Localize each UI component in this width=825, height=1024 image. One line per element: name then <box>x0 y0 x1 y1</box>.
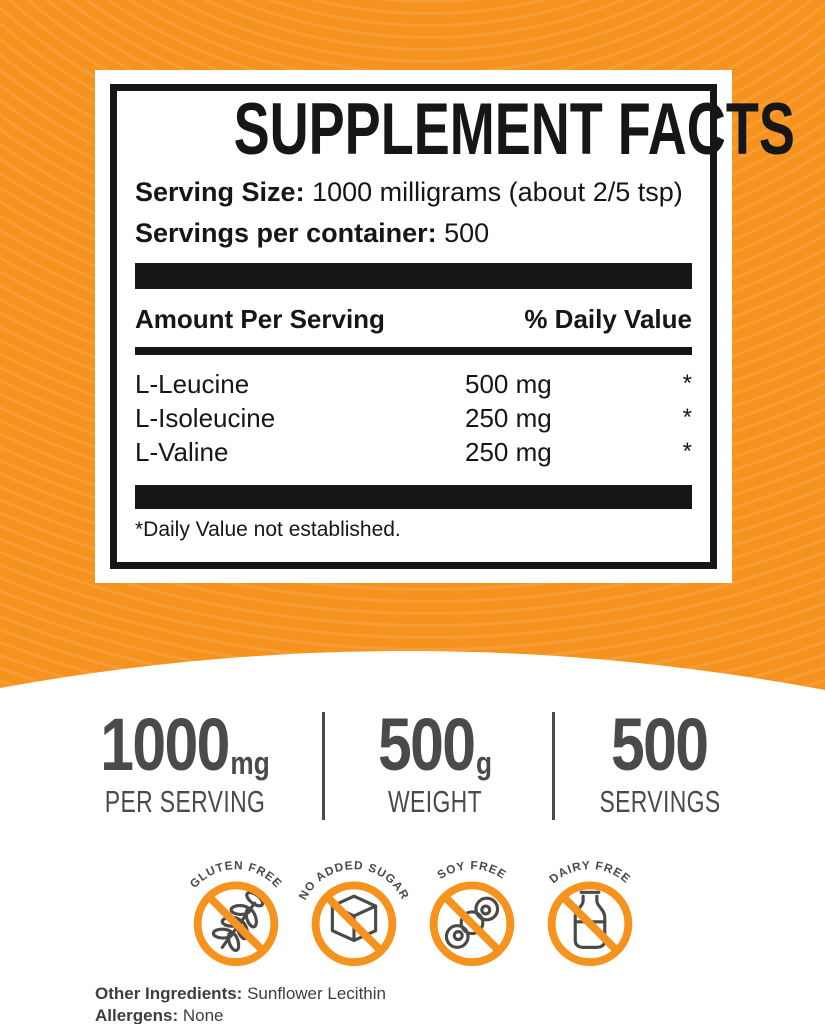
stat-per-serving: 1000 mg PER SERVING <box>25 706 345 818</box>
stat-weight: 500 g WEIGHT <box>275 706 595 818</box>
stat-servings: 500 SERVINGS <box>500 706 820 818</box>
other-ingredients-line: Other Ingredients: Sunflower Lecithin <box>95 983 386 1005</box>
nutrient-amount: 250 mg <box>465 403 552 433</box>
stat-value: 1000 <box>100 703 230 786</box>
badge-no-added-sugar: NO ADDED SUGAR <box>295 850 413 970</box>
allergens-label: Allergens: <box>95 1006 179 1024</box>
table-row: L-Isoleucine 250 mg * <box>135 401 692 435</box>
table-row: L-Leucine 500 mg * <box>135 367 692 401</box>
separator-bar-thin <box>135 347 692 355</box>
wheat-icon: GLUTEN FREE <box>186 858 284 967</box>
nutrient-rows: L-Leucine 500 mg * L-Isoleucine 250 mg *… <box>135 367 692 469</box>
stat-divider <box>322 712 325 820</box>
stat-label: WEIGHT <box>388 784 482 819</box>
nutrient-dv: * <box>682 438 692 465</box>
stat-label: PER SERVING <box>104 784 266 819</box>
stat-unit: g <box>475 745 492 781</box>
nutrient-name: L-Isoleucine <box>135 403 276 433</box>
free-from-badges: GLUTEN FREE NO ADDED SUGAR <box>0 850 825 970</box>
servings-value: 500 <box>436 218 490 248</box>
other-ingredients-label: Other Ingredients: <box>95 984 243 1003</box>
badge-dairy-free: DAIRY FREE <box>531 850 649 970</box>
table-row: L-Valine 250 mg * <box>135 435 692 469</box>
soy-icon: SOY FREE <box>429 858 514 967</box>
daily-value-header: % Daily Value <box>524 304 692 334</box>
amount-per-serving-header: Amount Per Serving <box>135 304 385 334</box>
servings-label: Servings per container: <box>135 218 437 248</box>
footer-text: Other Ingredients: Sunflower Lecithin Al… <box>95 983 386 1024</box>
sugar-cube-icon: NO ADDED SUGAR <box>295 858 411 967</box>
panel-border-frame: SUPPLEMENT FACTS Serving Size: 1000 mill… <box>110 84 795 569</box>
nutrient-dv: * <box>682 404 692 431</box>
nutrient-amount: 250 mg <box>465 437 552 467</box>
other-ingredients-value: Sunflower Lecithin <box>242 984 386 1003</box>
daily-value-footnote: *Daily Value not established. <box>135 518 401 541</box>
allergens-line: Allergens: None <box>95 1005 386 1024</box>
stat-label: SERVINGS <box>599 784 721 819</box>
svg-text:SOY FREE: SOY FREE <box>434 858 509 882</box>
stat-divider <box>552 712 555 820</box>
badge-label: SOY FREE <box>434 858 508 882</box>
nutrient-amount: 500 mg <box>465 369 552 399</box>
separator-bar-thick <box>135 263 692 289</box>
white-curve-divider <box>0 650 825 710</box>
supplement-facts-panel: SUPPLEMENT FACTS Serving Size: 1000 mill… <box>95 70 795 583</box>
badge-soy-free: SOY FREE <box>413 850 531 970</box>
table-header-row: Amount Per Serving % Daily Value <box>135 304 692 335</box>
separator-bar-bottom <box>135 485 692 509</box>
stat-unit: mg <box>230 745 270 781</box>
stat-value: 500 <box>377 703 476 786</box>
stat-value: 500 <box>611 703 709 786</box>
serving-size-label: Serving Size: <box>135 177 305 207</box>
serving-size-line: Serving Size: 1000 milligrams (about 2/5… <box>135 177 692 207</box>
badge-gluten-free: GLUTEN FREE <box>177 850 295 970</box>
allergens-value: None <box>178 1006 224 1024</box>
panel-title: SUPPLEMENT FACTS <box>233 89 795 170</box>
servings-per-container-line: Servings per container: 500 <box>135 218 692 248</box>
serving-size-value: 1000 milligrams (about 2/5 tsp) <box>304 177 683 207</box>
nutrient-dv: * <box>682 370 692 397</box>
nutrient-name: L-Leucine <box>135 369 250 399</box>
nutrient-name: L-Valine <box>135 437 229 467</box>
milk-bottle-icon: DAIRY FREE <box>546 858 632 967</box>
